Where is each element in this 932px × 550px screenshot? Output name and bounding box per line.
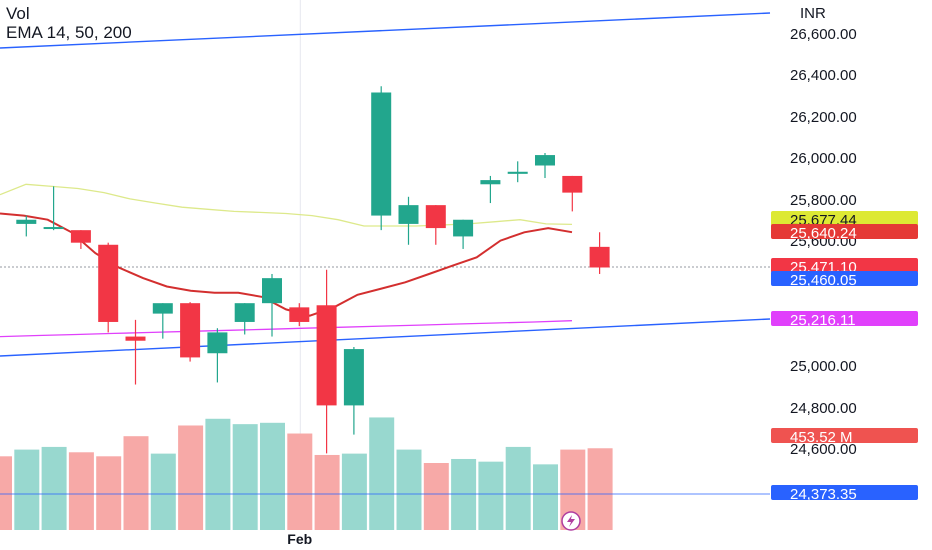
price-label-volume: 453.52 M — [790, 429, 853, 446]
legend-volume[interactable]: Vol — [6, 4, 30, 23]
volume-bar — [150, 453, 176, 530]
y-tick-label: 24,800.00 — [790, 400, 857, 417]
y-tick-label: 25,800.00 — [790, 192, 857, 209]
candle-body — [43, 227, 64, 230]
chart-legend: Vol EMA 14, 50, 200 — [6, 4, 132, 42]
candle-body — [234, 303, 255, 322]
volume-bar — [14, 449, 40, 530]
ema-14-line — [0, 212, 573, 317]
volume-bar — [423, 463, 449, 530]
candle-body — [207, 332, 228, 354]
volume-bar — [123, 436, 149, 530]
candle-body — [562, 175, 583, 193]
candle-body — [535, 155, 555, 166]
currency-label: INR — [800, 5, 826, 22]
volume-bar — [451, 458, 477, 530]
volume-bar — [260, 422, 285, 530]
price-label-box — [771, 271, 918, 286]
candle-body — [98, 244, 119, 322]
volume-bar — [96, 456, 122, 530]
candle-body — [152, 303, 173, 314]
y-tick-label: 26,600.00 — [790, 26, 857, 43]
volume-bar — [287, 433, 313, 530]
volume-bar — [396, 449, 422, 530]
x-tick-label: Feb — [287, 531, 312, 547]
candle-body — [589, 246, 610, 268]
ema-50-line — [0, 183, 573, 227]
candle-body — [262, 278, 282, 304]
lightning-bolt-glyph — [567, 515, 575, 527]
volume-bars — [0, 417, 613, 530]
ema-200-line — [0, 320, 573, 338]
price-labels: 25,677.4425,640.2425,471.1025,460.0525,2… — [561, 211, 918, 531]
candle-body — [480, 180, 501, 185]
indicator-lines — [0, 12, 771, 495]
volume-bar — [41, 446, 67, 530]
price-label-box — [771, 258, 918, 273]
volume-bar — [0, 456, 12, 530]
price-label-ema_fast: 25,640.24 — [790, 225, 857, 242]
candle-body — [371, 92, 392, 216]
candle-body — [180, 303, 201, 358]
volume-bar — [178, 425, 204, 530]
candle-body — [507, 171, 528, 174]
price-label-ema_slow: 25,216.11 — [790, 312, 856, 329]
candle-body — [453, 219, 474, 237]
volume-bar — [68, 452, 94, 530]
y-tick-label: 25,000.00 — [790, 358, 857, 375]
candle-body — [70, 230, 91, 243]
volume-bar — [205, 418, 231, 530]
candle-body — [289, 307, 310, 322]
trend-line-lower — [0, 318, 771, 357]
price-label-box — [771, 311, 918, 326]
volume-bar — [587, 448, 613, 530]
y-tick-label: 26,400.00 — [790, 67, 857, 84]
volume-bar — [369, 417, 395, 530]
price-label-box — [771, 211, 918, 226]
volume-bar — [478, 461, 504, 530]
y-tick-label: 26,200.00 — [790, 109, 857, 126]
volume-bar — [314, 454, 340, 530]
price-label-trend: 25,460.05 — [790, 272, 857, 289]
candle-body — [16, 219, 37, 224]
candles — [16, 86, 610, 454]
price-label-box — [771, 224, 918, 239]
trend-line-upper — [0, 12, 771, 49]
price-label-trend: 24,373.35 — [790, 486, 857, 503]
volume-bar — [505, 446, 531, 530]
candle-body — [343, 349, 364, 406]
y-tick-label: 24,600.00 — [790, 441, 857, 458]
volume-bar — [341, 453, 367, 530]
y-tick-label: 26,000.00 — [790, 150, 857, 167]
price-label-box — [771, 428, 918, 443]
volume-bar — [232, 424, 258, 530]
volume-bar — [533, 464, 558, 530]
candle-body — [316, 305, 337, 406]
candle-body — [425, 205, 446, 229]
legend-ema[interactable]: EMA 14, 50, 200 — [6, 23, 132, 42]
candle-body — [398, 205, 419, 224]
candle-body — [125, 336, 146, 341]
price-label-box — [771, 485, 918, 500]
